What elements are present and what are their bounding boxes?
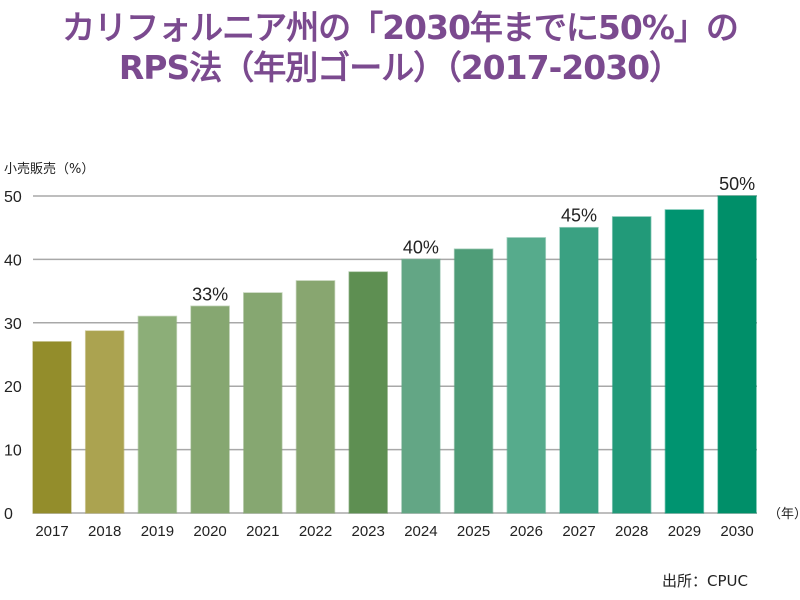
bar-2017	[32, 341, 72, 514]
x-tick-label: 2025	[457, 523, 490, 540]
bar-2026	[506, 237, 547, 514]
x-tick-label: 2020	[193, 523, 226, 540]
x-tick-label: 2022	[299, 523, 332, 540]
source-note: 出所：CPUC	[662, 572, 748, 590]
chart-title-line-2: RPS法（年別ゴール）（2017-2030）	[118, 48, 682, 87]
x-tick-label: 2027	[562, 523, 595, 540]
bar-2020	[190, 305, 230, 514]
x-tick-label: 2019	[141, 523, 174, 540]
y-tick-label: 10	[4, 443, 22, 460]
chart-title-line-1: カリフォルニア州の「2030年までに50%」の	[62, 8, 739, 47]
bar-2025	[453, 248, 494, 514]
x-tick-label: 2018	[88, 523, 121, 540]
bar-2030	[717, 195, 757, 514]
data-label-2020: 33%	[192, 284, 228, 304]
x-tick-label: 2021	[246, 523, 279, 540]
y-tick-label: 30	[4, 316, 22, 333]
data-label-2030: 50%	[719, 174, 755, 194]
bar-2022	[295, 280, 336, 514]
y-axis-label: 小売販売（%）	[4, 162, 95, 177]
bar-2024	[401, 258, 441, 514]
bar-2018	[84, 330, 125, 514]
x-tick-label: 2030	[720, 523, 753, 540]
y-tick-label: 50	[4, 189, 22, 206]
x-tick-label: 2017	[35, 523, 68, 540]
data-label-2024: 40%	[403, 237, 439, 257]
x-tick-label: 2028	[615, 523, 648, 540]
y-tick-label: 40	[4, 252, 22, 269]
bar-2019	[137, 315, 178, 514]
x-tick-label: 2023	[352, 523, 385, 540]
bar-2021	[243, 292, 283, 514]
y-tick-label: 20	[4, 379, 22, 396]
x-tick-label: 2026	[510, 523, 543, 540]
bar-2028	[611, 216, 652, 514]
x-axis-unit-label: （年）	[768, 507, 800, 522]
bar-2023	[348, 271, 388, 514]
x-tick-label: 2029	[668, 523, 701, 540]
data-label-2027: 45%	[561, 206, 597, 226]
y-tick-label: 0	[4, 506, 13, 523]
bar-2027	[559, 226, 599, 514]
x-tick-label: 2024	[404, 523, 437, 540]
bar-2029	[664, 209, 705, 514]
